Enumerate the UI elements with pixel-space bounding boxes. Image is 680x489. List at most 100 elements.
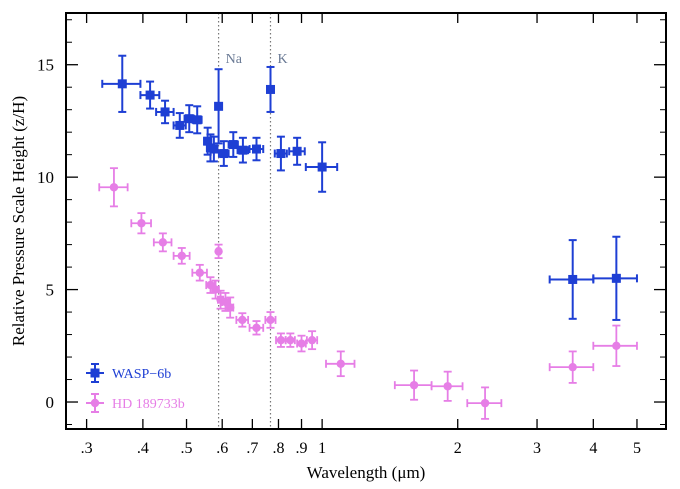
- x-tick-label: 5: [633, 440, 641, 457]
- data-point-hd189733b: [430, 370, 464, 402]
- y-tick-label: 10: [37, 168, 54, 187]
- y-axis-label: Relative Pressure Scale Height (z/H): [9, 96, 28, 346]
- marker-hd189733b: [409, 380, 419, 390]
- x-tick-label: .8: [272, 440, 284, 457]
- legend-marker-hd189733b: [90, 398, 100, 408]
- data-point-hd189733b: [305, 330, 319, 351]
- data-point-wasp6b: [191, 105, 203, 135]
- data-point-wasp6b: [209, 135, 219, 163]
- chart-lines-layer: Na K: [217, 13, 288, 429]
- marker-wasp6b: [252, 144, 262, 154]
- data-point-hd189733b: [466, 386, 503, 420]
- data-point-wasp6b: [288, 136, 306, 166]
- marker-hd189733b: [480, 398, 490, 408]
- data-point-wasp6b: [548, 239, 595, 320]
- x-tick-label: .4: [137, 440, 149, 457]
- marker-hd189733b: [307, 335, 317, 345]
- y-tick-label: 15: [37, 56, 54, 75]
- marker-wasp6b: [317, 162, 327, 172]
- x-tick-label: 2: [454, 440, 462, 457]
- marker-wasp6b: [184, 114, 194, 124]
- marker-hd189733b: [211, 285, 220, 294]
- data-point-hd189733b: [284, 332, 296, 348]
- marker-hd189733b: [158, 238, 168, 247]
- data-point-hd189733b: [191, 263, 208, 282]
- legend-item-wasp6b: WASP−6b: [86, 363, 171, 383]
- marker-hd189733b: [214, 247, 223, 256]
- marker-wasp6b: [214, 101, 224, 111]
- data-point-wasp6b: [172, 112, 187, 139]
- marker-wasp6b: [265, 84, 275, 94]
- data-point-hd189733b: [172, 247, 191, 265]
- marker-wasp6b: [145, 90, 155, 100]
- marker-wasp6b: [160, 107, 170, 117]
- marker-hd189733b: [568, 362, 577, 372]
- reference-label-na: Na: [226, 52, 243, 67]
- marker-hd189733b: [336, 359, 345, 368]
- data-point-wasp6b: [217, 140, 230, 167]
- data-point-hd189733b: [211, 279, 220, 300]
- marker-hd189733b: [109, 183, 119, 192]
- x-tick-label: .9: [296, 440, 308, 457]
- chart-marks-layer: [98, 54, 638, 420]
- data-point-hd189733b: [235, 312, 250, 328]
- x-tick-label: 1: [318, 440, 326, 457]
- data-point-hd189733b: [393, 369, 433, 401]
- y-tick-label: 5: [46, 281, 55, 300]
- data-point-hd189733b: [98, 167, 129, 208]
- x-tick-label: .7: [246, 440, 258, 457]
- reference-label-k: K: [277, 52, 287, 67]
- legend-label-wasp6b: WASP−6b: [112, 367, 171, 382]
- x-tick-label: 3: [533, 440, 541, 457]
- data-point-hd189733b: [130, 212, 152, 235]
- marker-hd189733b: [225, 303, 235, 312]
- data-point-wasp6b: [248, 136, 265, 162]
- data-point-wasp6b: [139, 80, 161, 110]
- legend-item-hd189733b: HD 189733b: [86, 393, 185, 413]
- chart-axes-layer: .3 .4 .5 .6 .7 .8 .9 1 2 3 4 5 0 5 10 15: [37, 13, 666, 457]
- marker-wasp6b: [192, 115, 202, 125]
- data-point-hd189733b: [592, 324, 638, 367]
- marker-wasp6b: [611, 273, 621, 283]
- x-axis-label: Wavelength (μm): [307, 463, 426, 482]
- data-point-hd189733b: [152, 232, 173, 253]
- data-point-wasp6b: [227, 131, 239, 158]
- data-point-hd189733b: [248, 320, 265, 336]
- data-point-hd189733b: [548, 350, 595, 384]
- marker-wasp6b: [276, 149, 286, 159]
- data-point-hd189733b: [264, 311, 277, 329]
- marker-wasp6b: [568, 274, 578, 284]
- marker-wasp6b: [209, 144, 219, 154]
- data-point-hd189733b: [214, 243, 223, 260]
- marker-wasp6b: [238, 145, 248, 155]
- data-point-hd189733b: [225, 296, 235, 319]
- marker-wasp6b: [228, 140, 238, 150]
- legend-marker-wasp6b: [90, 368, 100, 378]
- data-point-wasp6b: [304, 141, 339, 193]
- data-point-wasp6b: [101, 54, 142, 113]
- y-tick-label: 0: [46, 393, 55, 412]
- marker-hd189733b: [195, 268, 204, 277]
- legend-label-hd189733b: HD 189733b: [112, 397, 185, 412]
- x-tick-label: .3: [81, 440, 93, 457]
- marker-hd189733b: [286, 335, 295, 345]
- marker-hd189733b: [238, 315, 247, 325]
- data-point-hd189733b: [325, 350, 356, 378]
- marker-hd189733b: [443, 382, 452, 391]
- plot-frame: [65, 12, 667, 430]
- marker-wasp6b: [203, 136, 213, 146]
- marker-wasp6b: [117, 79, 127, 89]
- data-point-wasp6b: [236, 136, 250, 164]
- marker-hd189733b: [266, 315, 275, 325]
- x-tick-label: .5: [181, 440, 193, 457]
- marker-hd189733b: [276, 335, 286, 345]
- marker-wasp6b: [175, 120, 185, 130]
- marker-wasp6b: [292, 146, 302, 156]
- x-tick-label: .6: [216, 440, 228, 457]
- data-point-wasp6b: [155, 99, 175, 125]
- marker-hd189733b: [252, 323, 261, 333]
- data-point-wasp6b: [214, 68, 224, 145]
- marker-hd189733b: [297, 339, 306, 348]
- data-point-wasp6b: [265, 65, 275, 113]
